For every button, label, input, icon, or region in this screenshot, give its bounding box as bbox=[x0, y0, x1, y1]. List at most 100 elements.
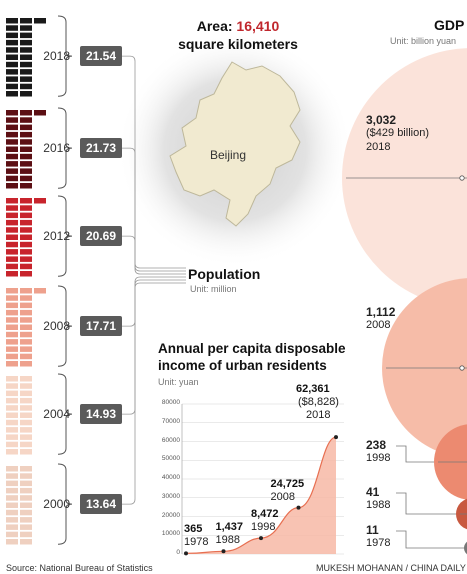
population-block bbox=[6, 212, 18, 219]
population-block bbox=[6, 39, 18, 46]
gdp-year-label: 1978 bbox=[366, 537, 391, 549]
income-value-label: 1,437 bbox=[215, 521, 244, 534]
population-block bbox=[6, 47, 18, 53]
population-block bbox=[6, 309, 18, 316]
population-block bbox=[20, 153, 32, 160]
source-note: Source: National Bureau of Statistics bbox=[6, 563, 153, 573]
gdp-unit: Unit: billion yuan bbox=[390, 36, 457, 46]
population-block bbox=[20, 227, 32, 233]
population-block bbox=[20, 509, 32, 516]
population-bracket bbox=[57, 195, 73, 277]
population-block bbox=[20, 517, 32, 523]
population-connector bbox=[122, 235, 186, 275]
population-block bbox=[20, 376, 32, 382]
income-ytick-label: 70000 bbox=[161, 417, 180, 425]
population-block bbox=[20, 480, 32, 487]
population-block bbox=[6, 412, 18, 418]
income-title-line1: Annual per capita disposable bbox=[158, 341, 346, 356]
gdp-value-label: 41 bbox=[366, 485, 380, 499]
population-year-label: 2008 bbox=[43, 319, 70, 334]
population-connector bbox=[122, 147, 186, 272]
population-block bbox=[20, 131, 32, 138]
population-block bbox=[34, 198, 46, 204]
population-block bbox=[6, 487, 18, 494]
population-block bbox=[34, 288, 46, 294]
population-block bbox=[6, 131, 18, 138]
population-block bbox=[6, 91, 18, 97]
income-ytick-label: 50000 bbox=[161, 455, 180, 463]
population-value-label: 21.73 bbox=[80, 138, 122, 159]
population-block bbox=[6, 361, 18, 367]
gdp-year-label: 2018 bbox=[366, 141, 391, 153]
population-block bbox=[6, 241, 18, 248]
population-value-label: 14.93 bbox=[80, 404, 122, 425]
population-block bbox=[20, 324, 32, 330]
population-block bbox=[6, 339, 18, 345]
population-block bbox=[20, 219, 32, 226]
population-block bbox=[20, 18, 32, 24]
population-block bbox=[6, 449, 18, 455]
population-block bbox=[6, 83, 18, 90]
population-block bbox=[6, 331, 18, 338]
population-block bbox=[6, 376, 18, 382]
population-block bbox=[6, 324, 18, 330]
income-year-label: 2018 bbox=[306, 409, 331, 422]
income-point bbox=[296, 505, 301, 510]
population-block bbox=[6, 54, 18, 60]
population-block bbox=[20, 124, 32, 131]
income-note-label: ($8,828) bbox=[298, 396, 339, 409]
area-prefix: Area: bbox=[196, 18, 233, 34]
population-block bbox=[20, 32, 32, 39]
population-block bbox=[6, 427, 18, 433]
population-block bbox=[20, 161, 32, 167]
population-block bbox=[20, 531, 32, 538]
population-block bbox=[20, 54, 32, 60]
population-block bbox=[20, 331, 32, 338]
credit-note: MUKESH MOHANAN / CHINA DAILY bbox=[316, 563, 466, 573]
population-block bbox=[20, 139, 32, 145]
income-ytick-label: 20000 bbox=[161, 511, 180, 519]
population-connector bbox=[122, 276, 186, 327]
population-block bbox=[6, 397, 18, 404]
population-block bbox=[6, 256, 18, 262]
population-block bbox=[20, 302, 32, 309]
population-block bbox=[20, 412, 32, 418]
population-block bbox=[20, 234, 32, 240]
population-block bbox=[6, 441, 18, 448]
population-bracket bbox=[57, 107, 73, 189]
population-block bbox=[6, 175, 18, 182]
population-block bbox=[20, 441, 32, 448]
income-ytick-label: 10000 bbox=[161, 530, 180, 538]
gdp-year-label: 1988 bbox=[366, 499, 391, 511]
population-bracket bbox=[57, 15, 73, 97]
income-year-label: 1998 bbox=[251, 521, 276, 534]
population-block bbox=[6, 405, 18, 411]
income-ytick-label: 40000 bbox=[161, 474, 180, 481]
gdp-dot bbox=[459, 365, 465, 371]
population-block bbox=[6, 227, 18, 233]
beijing-map-shape bbox=[169, 61, 301, 227]
population-block bbox=[20, 110, 32, 116]
population-block bbox=[20, 317, 32, 323]
population-block bbox=[20, 383, 32, 389]
population-block bbox=[6, 390, 18, 397]
population-block bbox=[20, 397, 32, 404]
population-block bbox=[20, 466, 32, 472]
population-bracket bbox=[57, 373, 73, 455]
population-value-label: 20.69 bbox=[80, 226, 122, 247]
income-point bbox=[259, 536, 263, 541]
population-title: Population bbox=[188, 266, 261, 282]
gdp-callout-line bbox=[396, 530, 464, 549]
gdp-dot bbox=[459, 175, 465, 181]
population-block bbox=[20, 487, 32, 494]
population-block bbox=[6, 539, 18, 545]
population-block bbox=[6, 234, 18, 240]
population-block bbox=[20, 309, 32, 316]
population-block bbox=[6, 524, 18, 530]
population-year-label: 2000 bbox=[43, 497, 70, 512]
population-block bbox=[20, 434, 32, 440]
population-block bbox=[20, 449, 32, 455]
population-block bbox=[20, 495, 32, 501]
population-unit: Unit: million bbox=[190, 284, 237, 294]
population-block bbox=[6, 346, 18, 352]
